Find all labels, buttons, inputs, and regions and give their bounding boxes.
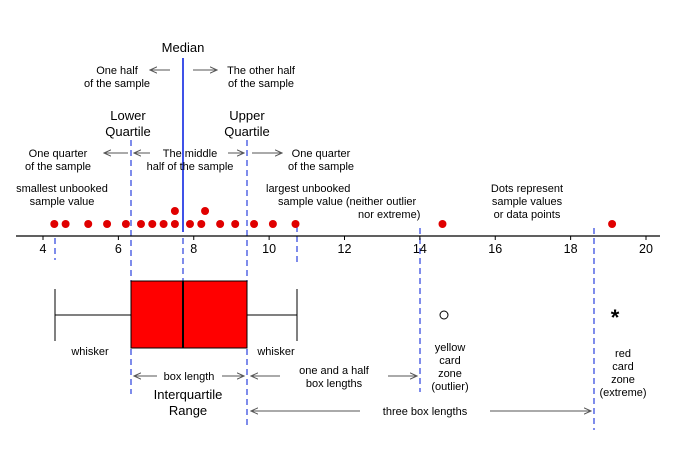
tick-label: 12	[338, 242, 352, 256]
data-point	[197, 220, 206, 228]
yellow-zone-label-1: yellow	[435, 342, 466, 354]
data-point	[201, 207, 210, 215]
red-zone-label-1: red	[615, 348, 631, 360]
dots-label-2: sample values	[492, 196, 563, 208]
data-point	[216, 220, 225, 228]
smallest-label-2: sample value	[30, 196, 95, 208]
red-zone-label-2: card	[612, 361, 633, 373]
data-point	[268, 220, 277, 228]
iqr-label-2: Range	[169, 403, 207, 418]
data-point	[121, 220, 130, 228]
yellow-zone-label-3: zone	[438, 368, 462, 380]
lower-quartile-label-2: Quartile	[105, 124, 151, 139]
tick-label: 8	[190, 242, 197, 256]
data-point	[170, 220, 179, 228]
half-right-label-2: of the sample	[228, 78, 294, 90]
data-point	[84, 220, 93, 228]
three-box-label: three box lengths	[383, 406, 468, 418]
half-left-label-2: of the sample	[84, 78, 150, 90]
iqr-label-1: Interquartile	[154, 387, 223, 402]
median-label: Median	[162, 40, 205, 55]
data-point	[170, 207, 179, 215]
extreme-marker: *	[611, 305, 620, 330]
yellow-zone-label-2: card	[439, 355, 460, 367]
middle-label-2: half of the sample	[147, 161, 234, 173]
quarter-left-label-1: One quarter	[29, 148, 88, 160]
data-point	[103, 220, 112, 228]
data-point	[231, 220, 240, 228]
quarter-right-label-2: of the sample	[288, 161, 354, 173]
tick-label: 4	[40, 242, 47, 256]
one-half-label-1: one and a half	[299, 365, 370, 377]
tick-label: 20	[639, 242, 653, 256]
axis-ticks: 4 6 8 10 12 14 16 18 20	[40, 236, 653, 256]
one-half-label-2: box lengths	[306, 378, 363, 390]
data-point	[438, 220, 447, 228]
data-point	[291, 220, 300, 228]
data-point	[61, 220, 70, 228]
data-point	[148, 220, 157, 228]
yellow-zone-label-4: (outlier)	[431, 381, 468, 393]
tick-label: 18	[564, 242, 578, 256]
red-zone-label-4: (extreme)	[599, 387, 646, 399]
data-point	[136, 220, 145, 228]
upper-quartile-label-1: Upper	[229, 108, 265, 123]
dots-label-3: or data points	[494, 209, 561, 221]
smallest-label-1: smallest unbooked	[16, 183, 108, 195]
tick-label: 16	[488, 242, 502, 256]
largest-label-3: nor extreme)	[358, 209, 420, 221]
dots-label-1: Dots represent	[491, 183, 563, 195]
data-point	[250, 220, 259, 228]
middle-label-1: The middle	[163, 148, 217, 160]
largest-label-1: largest unbooked	[266, 183, 350, 195]
outlier-marker	[439, 310, 449, 320]
data-point	[159, 220, 168, 228]
iqr-box	[130, 280, 248, 349]
largest-label-2: sample value (neither outlier	[278, 196, 417, 208]
tick-label: 6	[115, 242, 122, 256]
quarter-right-label-1: One quarter	[292, 148, 351, 160]
upper-quartile-label-2: Quartile	[224, 124, 270, 139]
quarter-left-label-2: of the sample	[25, 161, 91, 173]
data-points	[50, 207, 617, 228]
whisker-left-label: whisker	[70, 346, 109, 358]
half-right-label-1: The other half	[227, 65, 296, 77]
half-left-label-1: One half	[96, 65, 139, 77]
lower-quartile-label-1: Lower	[110, 108, 146, 123]
box-length-label: box length	[164, 371, 215, 383]
data-point	[608, 220, 617, 228]
tick-label: 10	[262, 242, 276, 256]
tick-label: 14	[413, 242, 427, 256]
whisker-right-label: whisker	[256, 346, 295, 358]
data-point	[185, 220, 194, 228]
red-zone-label-3: zone	[611, 374, 635, 386]
data-point	[50, 220, 59, 228]
